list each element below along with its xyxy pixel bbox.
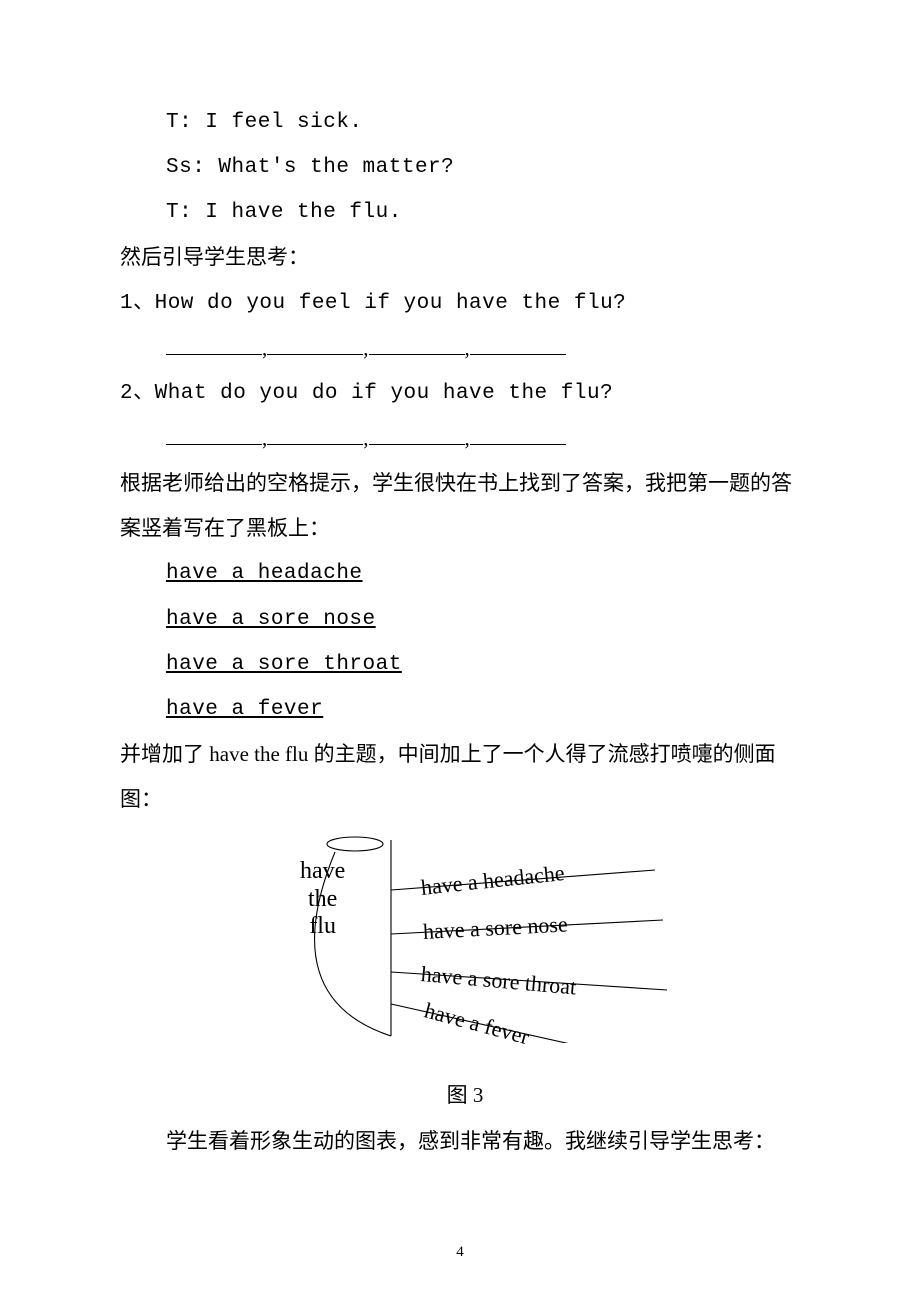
diagram-container: havethefluhave a headachehave a sore nos… bbox=[120, 828, 810, 1118]
fill-blank bbox=[166, 425, 262, 445]
figure-caption: 图 3 bbox=[120, 1073, 810, 1118]
question-2-blanks: ,,, bbox=[120, 416, 810, 461]
fill-blank bbox=[166, 335, 262, 355]
dialogue-line-ss: Ss: What's the matter? bbox=[120, 145, 810, 190]
fill-blank bbox=[470, 425, 566, 445]
fill-blank bbox=[267, 425, 363, 445]
answers-list: have a headachehave a sore nosehave a so… bbox=[120, 551, 810, 732]
question-1-blanks: ,,, bbox=[120, 326, 810, 371]
dialogue-line-t2: T: I have the flu. bbox=[120, 190, 810, 235]
after-questions-text: 根据老师给出的空格提示，学生很快在书上找到了答案，我把第一题的答案竖着写在了黑板… bbox=[120, 461, 810, 551]
after-answers-text: 并增加了 have the flu 的主题，中间加上了一个人得了流感打喷嚏的侧面… bbox=[120, 732, 810, 822]
question-1: 1、How do you feel if you have the flu? bbox=[120, 281, 810, 326]
question-2: 2、What do you do if you have the flu? bbox=[120, 371, 810, 416]
diagram-root-label: havetheflu bbox=[300, 858, 345, 941]
page-number: 4 bbox=[0, 1236, 920, 1268]
document-page: T: I feel sick. Ss: What's the matter? T… bbox=[0, 0, 920, 1302]
lead-in-text: 然后引导学生思考： bbox=[120, 235, 810, 280]
diagram-branch-label: have a sore nose bbox=[422, 901, 569, 956]
fill-blank bbox=[470, 335, 566, 355]
fill-blank bbox=[267, 335, 363, 355]
closing-text: 学生看着形象生动的图表，感到非常有趣。我继续引导学生思考： bbox=[120, 1119, 810, 1164]
answer-item: have a fever bbox=[166, 687, 810, 732]
answer-item: have a headache bbox=[166, 551, 810, 596]
fill-blank bbox=[369, 425, 465, 445]
answer-item: have a sore nose bbox=[166, 597, 810, 642]
flu-diagram: havethefluhave a headachehave a sore nos… bbox=[245, 828, 685, 1043]
answer-item: have a sore throat bbox=[166, 642, 810, 687]
fill-blank bbox=[369, 335, 465, 355]
dialogue-line-t1: T: I feel sick. bbox=[120, 100, 810, 145]
